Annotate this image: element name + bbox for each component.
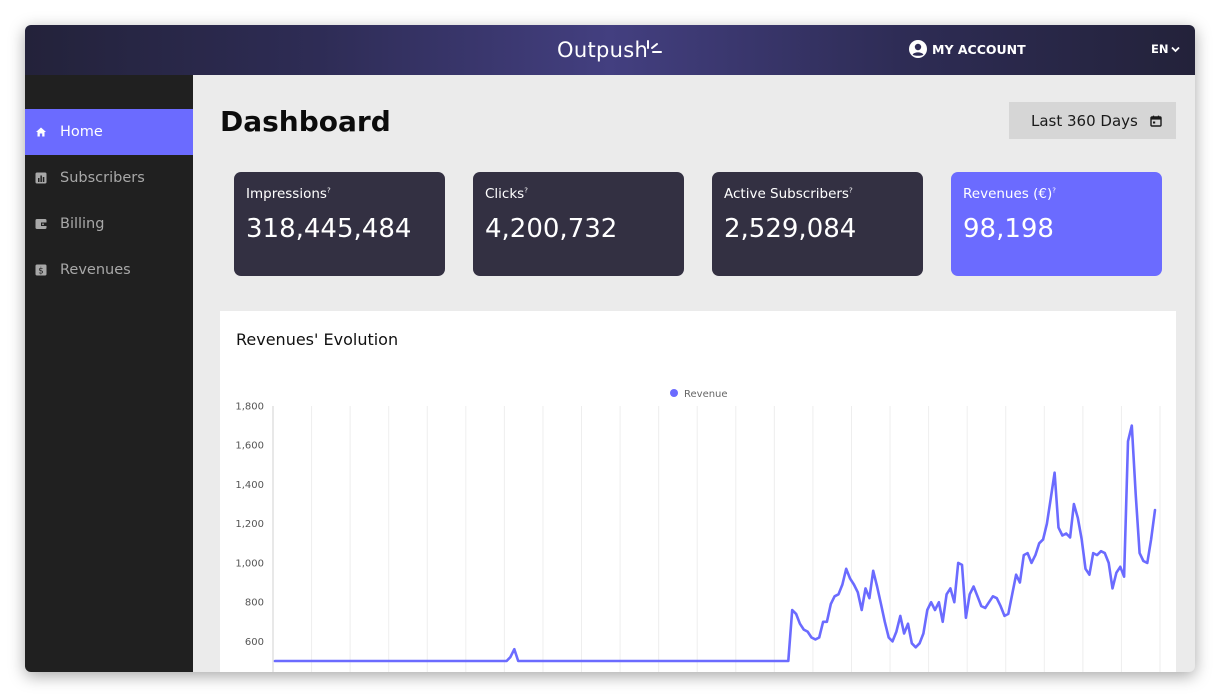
legend-marker	[670, 389, 678, 397]
brand-logo[interactable]: Outpush	[557, 35, 662, 65]
card-label: Active Subscribers	[724, 186, 849, 202]
spark-icon	[647, 40, 662, 53]
language-label: EN	[1151, 42, 1169, 56]
bar-chart-icon	[35, 172, 47, 184]
sidebar-item-revenues[interactable]: $ Revenues	[25, 247, 193, 293]
calendar-icon	[1150, 115, 1162, 127]
card-value: 2,529,084	[724, 214, 857, 244]
sidebar-item-billing[interactable]: Billing	[25, 201, 193, 247]
sidebar-item-label: Billing	[60, 216, 105, 232]
legend-revenue[interactable]: Revenue	[684, 389, 728, 400]
sidebar-item-label: Subscribers	[60, 170, 145, 186]
wallet-icon	[35, 219, 47, 229]
card-label: Impressions	[246, 186, 327, 202]
sidebar-item-home[interactable]: Home	[25, 109, 193, 155]
top-bar: Outpush MY ACCOUNT EN	[25, 25, 1195, 75]
date-range-label: Last 360 Days	[1031, 111, 1138, 130]
card-value: 318,445,484	[246, 214, 412, 244]
y-tick-label: 1,600	[235, 441, 264, 452]
y-tick-label: 1,400	[235, 480, 264, 491]
language-selector[interactable]: EN	[1151, 39, 1181, 59]
chart-title: Revenues' Evolution	[236, 330, 399, 349]
svg-text:$: $	[38, 266, 43, 276]
info-icon[interactable]: ?	[524, 186, 528, 195]
info-icon[interactable]: ?	[848, 186, 853, 195]
card-label: Clicks	[485, 186, 525, 202]
chevron-down-icon	[1171, 46, 1181, 52]
main-content: Dashboard Last 360 Days Impressions? 318…	[193, 75, 1195, 672]
my-account-label: MY ACCOUNT	[932, 41, 1026, 57]
clicks-card: Clicks? 4,200,732	[473, 172, 684, 276]
card-label: Revenues (€)	[963, 186, 1053, 202]
y-tick-label: 800	[245, 598, 264, 609]
revenue-line-chart: 1,800 1,600 1,400 1,200 1,000 800 600 Revenue	[235, 389, 1161, 672]
impressions-card: Impressions? 318,445,484	[234, 172, 445, 276]
sidebar-item-subscribers[interactable]: Subscribers	[25, 155, 193, 201]
info-icon[interactable]: ?	[1052, 186, 1056, 195]
revenues-card: Revenues (€)? 98,198	[951, 172, 1162, 276]
user-circle-icon	[909, 40, 927, 58]
active-subscribers-card: Active Subscribers? 2,529,084	[712, 172, 923, 276]
y-tick-label: 1,000	[235, 558, 264, 569]
sidebar: Home Subscribers Billing $ Rev	[25, 75, 193, 672]
y-tick-label: 1,800	[235, 402, 264, 413]
home-icon	[36, 127, 46, 137]
date-range-button[interactable]: Last 360 Days	[1009, 102, 1176, 139]
sidebar-item-label: Revenues	[60, 262, 131, 278]
card-value: 4,200,732	[485, 214, 618, 244]
revenue-chart-panel: Revenues' Evolution 1,800 1,600 1,400 1,200…	[220, 311, 1176, 672]
y-tick-label: 600	[245, 637, 264, 648]
sidebar-item-label: Home	[60, 124, 103, 140]
my-account-button[interactable]: MY ACCOUNT	[909, 37, 1026, 61]
dollar-icon: $	[35, 264, 47, 276]
app-window: Outpush MY ACCOUNT EN	[25, 25, 1195, 672]
page-title: Dashboard	[220, 105, 391, 138]
info-icon[interactable]: ?	[326, 186, 331, 195]
card-value: 98,198	[963, 214, 1054, 244]
brand-name: Outpush	[557, 38, 649, 62]
revenue-series-line	[273, 424, 1157, 663]
y-tick-label: 1,200	[235, 519, 264, 530]
